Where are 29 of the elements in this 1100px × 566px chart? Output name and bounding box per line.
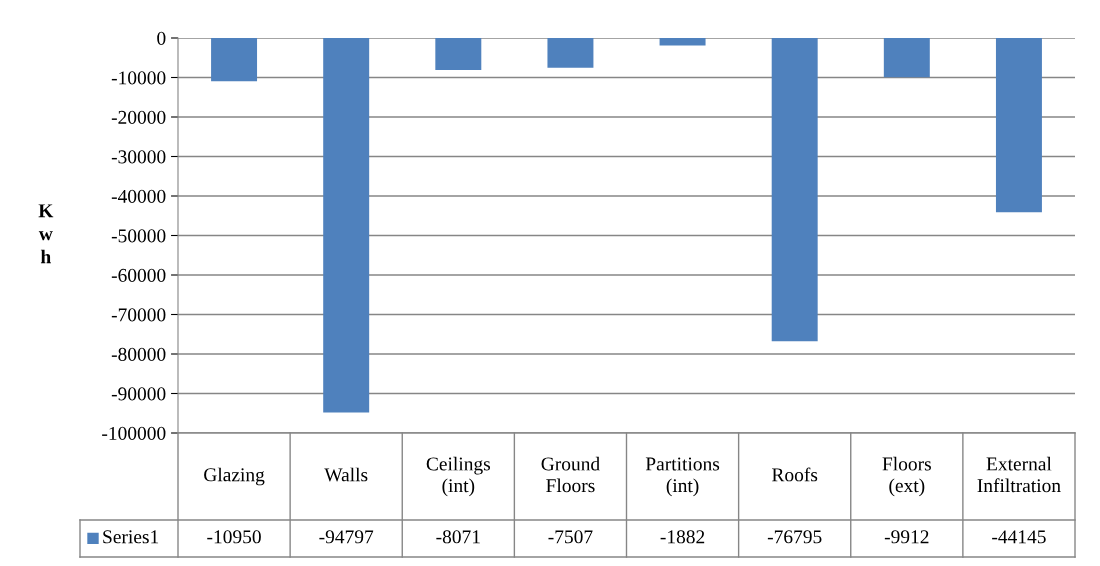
y-tick-label: -10000 xyxy=(111,71,166,85)
y-tick-label: -70000 xyxy=(111,308,166,322)
y-tick-label: -80000 xyxy=(111,347,166,361)
data-label: -7507 xyxy=(548,530,593,544)
x-tick-label: Ground Floors xyxy=(541,456,600,493)
y-axis-title: Kwh xyxy=(38,204,54,264)
x-tick-label: Glazing xyxy=(204,467,265,486)
y-tick-label: -40000 xyxy=(111,189,166,203)
data-label: -1882 xyxy=(660,530,705,544)
data-label: -8071 xyxy=(436,530,480,544)
y-tick-label: -50000 xyxy=(111,229,166,243)
y-tick-label: -90000 xyxy=(111,387,166,401)
data-label: -76795 xyxy=(767,530,822,544)
x-tick-label: Ceilings (int) xyxy=(426,456,491,497)
y-tick-label: -20000 xyxy=(111,110,166,124)
x-tick-label: External Infiltration xyxy=(977,456,1061,493)
y-tick-label: -60000 xyxy=(111,268,166,282)
legend-label: Series1 xyxy=(103,530,159,544)
data-label: -10950 xyxy=(207,530,261,544)
x-tick-label: Roofs xyxy=(772,467,818,482)
y-tick-label: -30000 xyxy=(111,150,166,164)
x-tick-label: Walls xyxy=(324,467,368,482)
y-tick-label: -100000 xyxy=(102,426,166,440)
data-label: -94797 xyxy=(319,530,374,544)
data-label: -44145 xyxy=(992,530,1046,544)
y-tick-label: 0 xyxy=(157,31,166,45)
data-label: -9912 xyxy=(884,530,929,544)
x-tick-label: Floors (ext) xyxy=(882,456,931,497)
x-tick-label: Partitions (int) xyxy=(645,457,720,497)
